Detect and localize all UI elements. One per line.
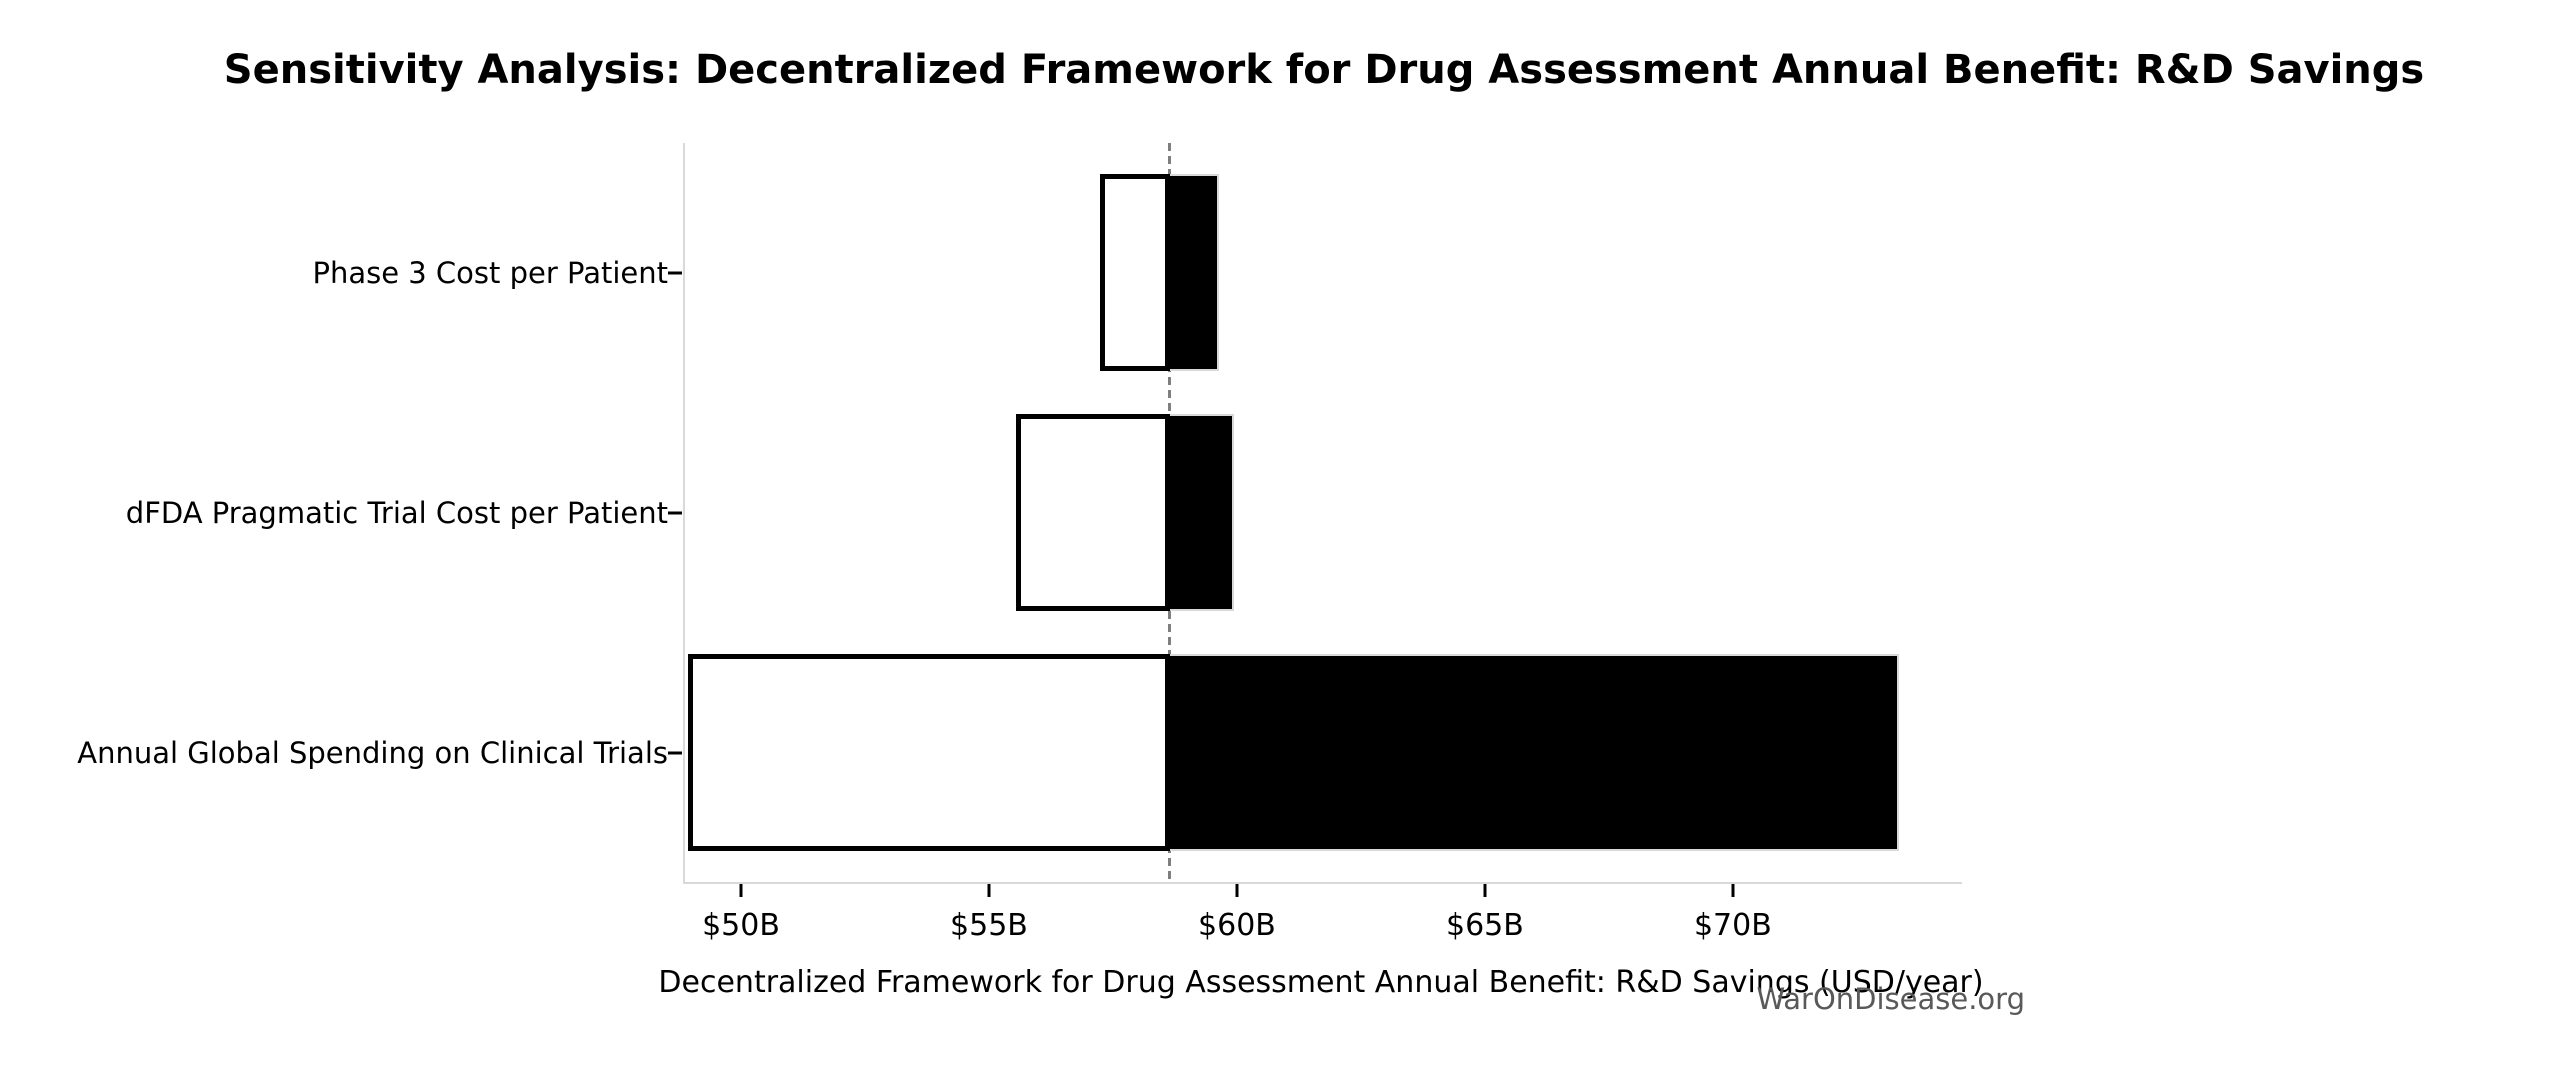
watermark: WarOnDisease.org [1756,982,2025,1016]
bar-low-segment [688,654,1170,851]
bar-high-segment [1169,414,1234,611]
bar-low-segment [1015,414,1170,611]
y-axis-label: dFDA Pragmatic Trial Cost per Patient [125,495,668,530]
plot-area [683,143,1962,884]
x-axis-tick [1483,884,1487,897]
x-axis-title: Decentralized Framework for Drug Assessm… [658,965,1984,1000]
y-axis-tick [668,271,682,274]
x-axis-tick-label: $55B [950,908,1028,943]
x-axis-tick [1731,884,1735,897]
bar-high-segment [1169,174,1220,371]
x-axis-tick [987,884,991,897]
y-axis-label: Annual Global Spending on Clinical Trial… [77,735,668,770]
y-axis-tick [668,511,682,514]
x-axis-tick-label: $60B [1198,908,1276,943]
x-axis-tick [1235,884,1239,897]
x-axis-tick-label: $70B [1693,908,1772,943]
x-axis-tick-label: $65B [1445,908,1524,943]
chart-title: Sensitivity Analysis: Decentralized Fram… [223,47,2425,93]
bar-low-segment [1100,174,1170,371]
y-axis-label: Phase 3 Cost per Patient [312,255,668,290]
x-axis-tick-label: $50B [702,908,780,943]
y-axis-tick [668,751,682,754]
bar-high-segment [1169,654,1899,851]
x-axis-tick [739,884,743,897]
